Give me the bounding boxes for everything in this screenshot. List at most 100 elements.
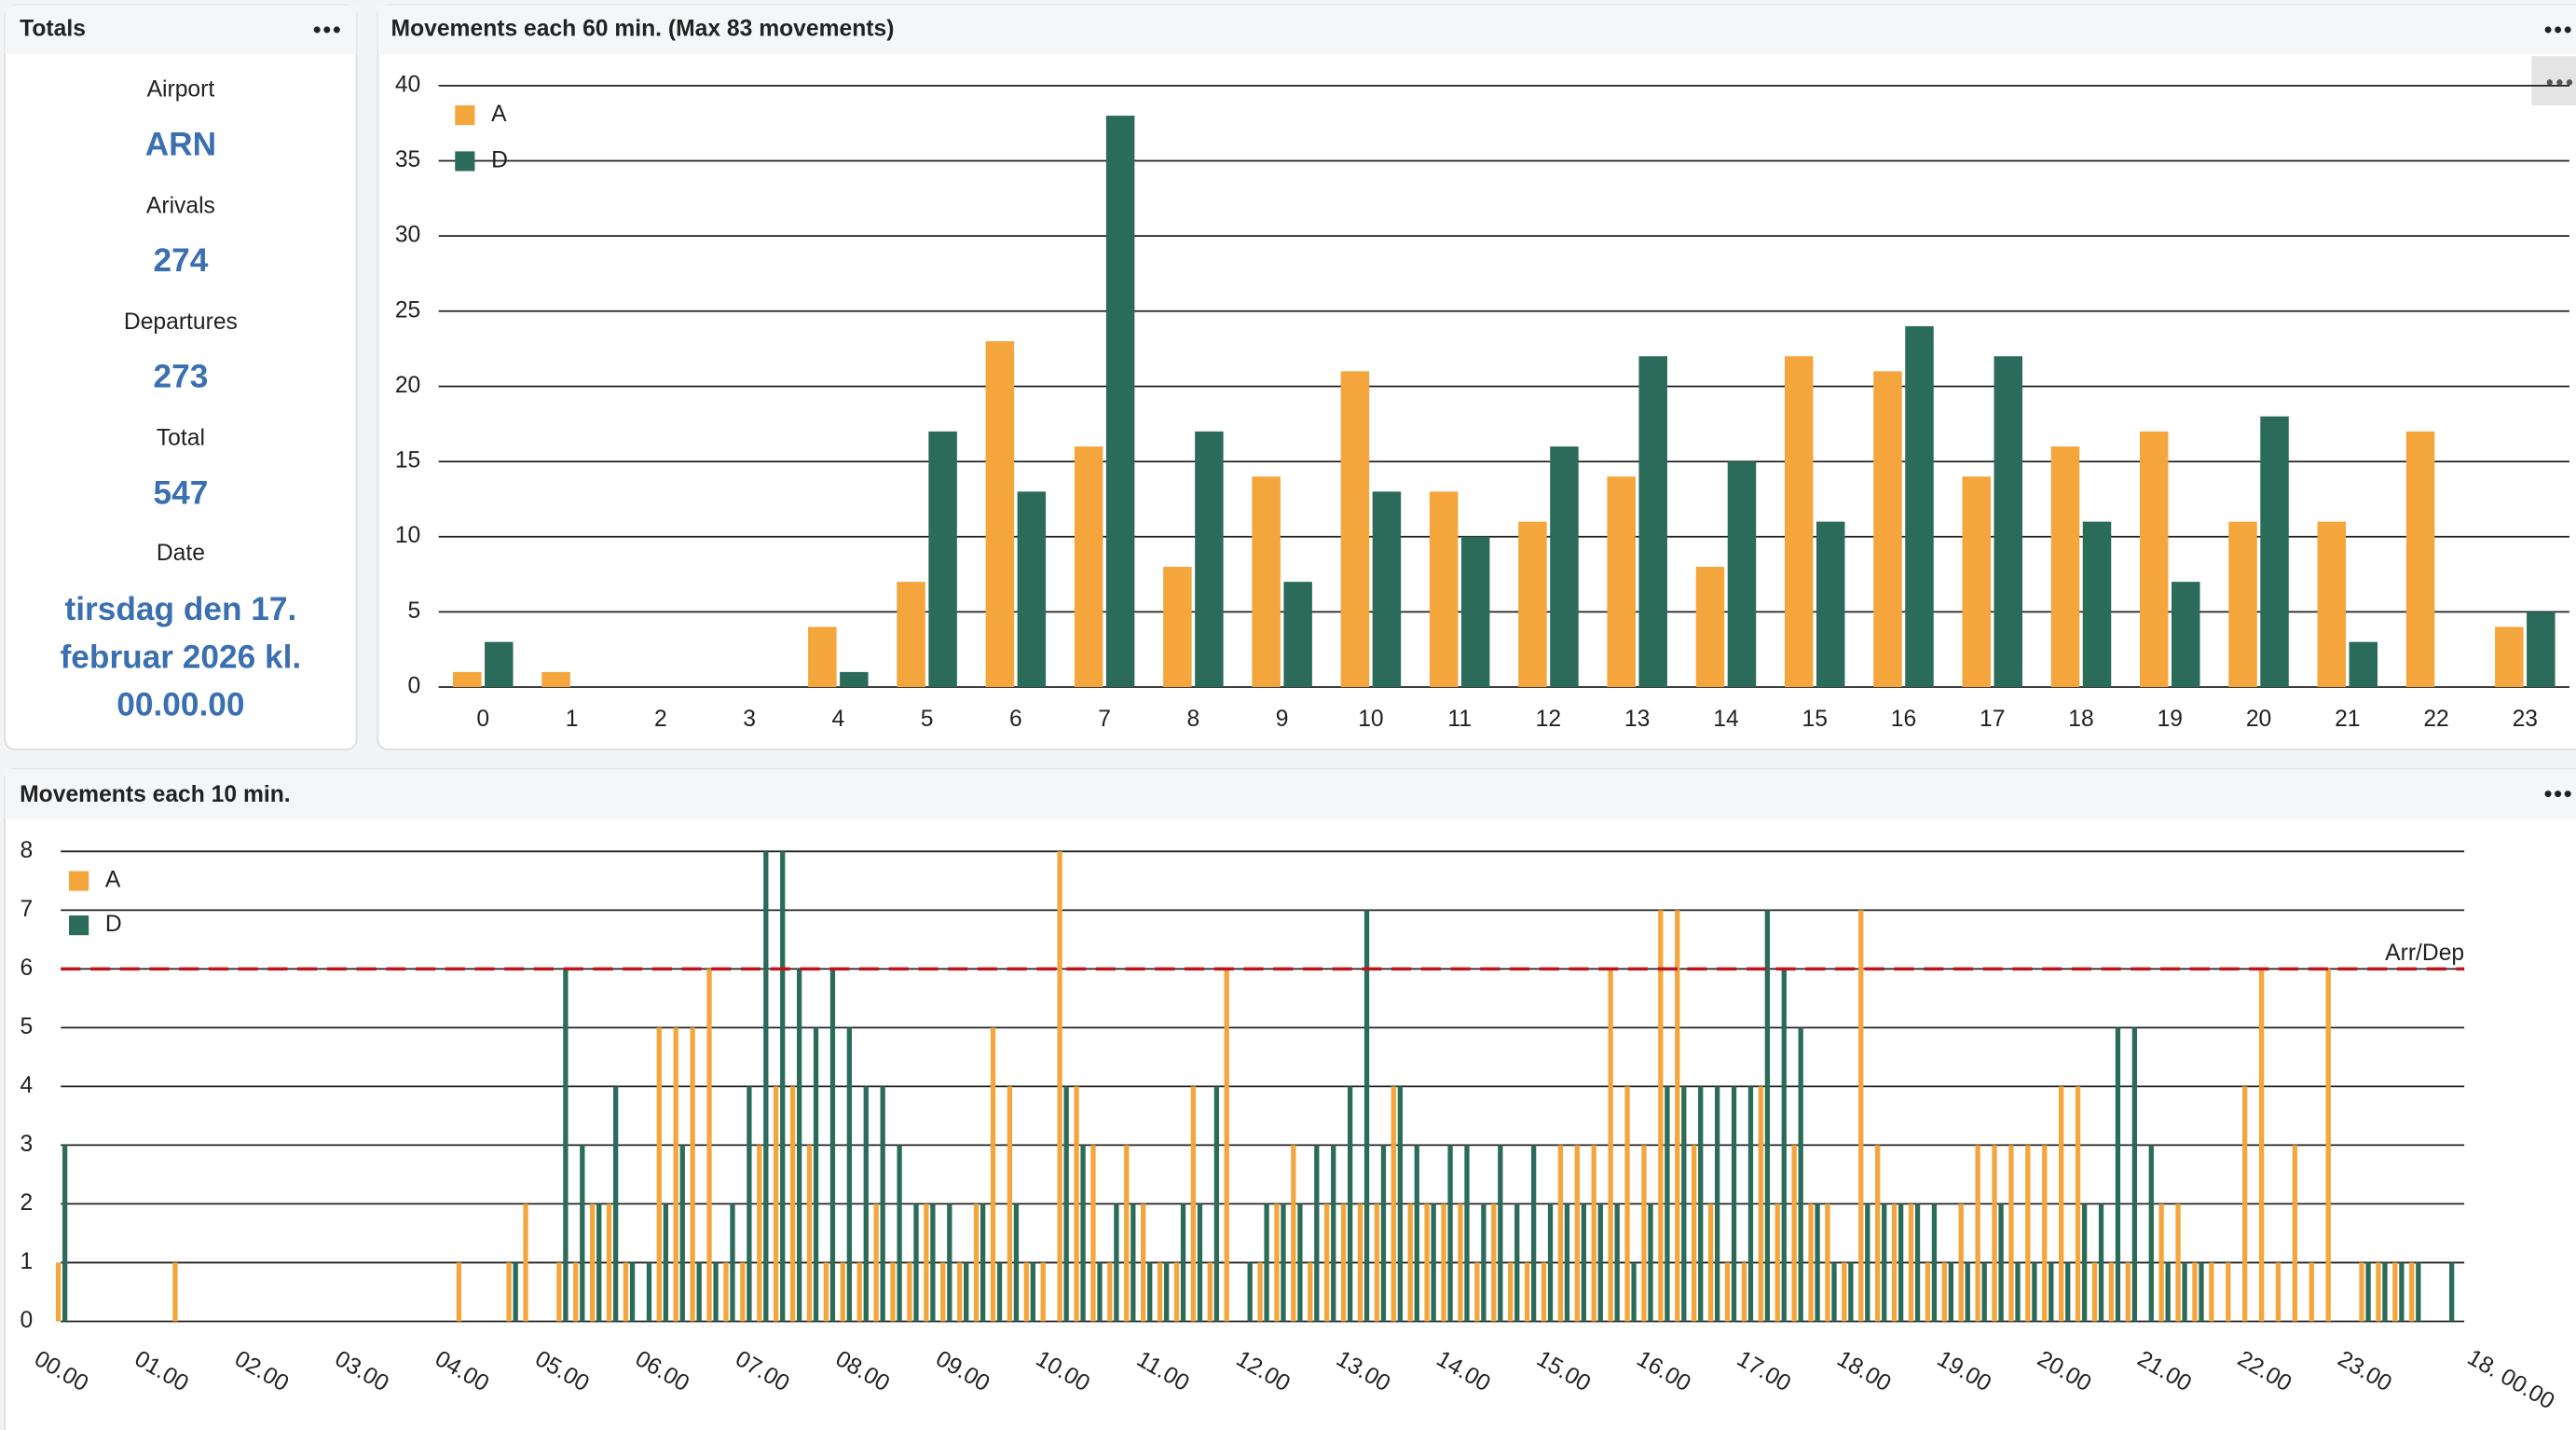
- bar: [913, 1203, 919, 1322]
- bar: [1097, 1262, 1103, 1322]
- bar: [2317, 521, 2347, 688]
- bar: [1441, 1203, 1446, 1322]
- bar: [1791, 1145, 1797, 1322]
- bar: [1357, 1203, 1363, 1322]
- x-tick-label: 10: [1358, 707, 1383, 732]
- bar: [2242, 1086, 2248, 1322]
- bar: [596, 1203, 602, 1322]
- bar: [690, 1027, 695, 1322]
- y-tick-label: 10: [395, 523, 420, 548]
- x-tick-label: 21: [2335, 707, 2360, 732]
- bar: [1607, 476, 1636, 688]
- y-tick-label: 15: [395, 448, 420, 474]
- bar: [55, 1262, 62, 1322]
- bar: [964, 1262, 969, 1322]
- bar: [856, 1262, 862, 1322]
- bar: [2059, 1086, 2064, 1322]
- bar: [1731, 1086, 1737, 1322]
- menu-icon[interactable]: [2544, 791, 2571, 798]
- legend-swatch: [69, 871, 89, 891]
- bar: [2182, 1262, 2187, 1322]
- bar: [1714, 1086, 1720, 1322]
- menu-icon[interactable]: [313, 26, 340, 34]
- bar: [1965, 1262, 1970, 1322]
- bar: [1727, 461, 1757, 688]
- bar: [1308, 1262, 1313, 1322]
- x-tick-label: 12: [1536, 707, 1561, 732]
- bar: [1281, 1203, 1286, 1322]
- bar: [2495, 626, 2524, 688]
- x-tick-label: 22: [2423, 707, 2448, 732]
- bar: [996, 1262, 1003, 1322]
- x-tick-label: 23: [2513, 707, 2538, 732]
- bar: [723, 1262, 729, 1322]
- bar: [2091, 1262, 2098, 1322]
- bar: [973, 1203, 980, 1322]
- total-label: Airport: [147, 77, 215, 103]
- y-tick-label: 25: [395, 297, 420, 323]
- bar: [1764, 910, 1771, 1322]
- bar: [897, 582, 925, 688]
- bar: [2258, 969, 2265, 1322]
- bar: [1498, 1145, 1503, 1322]
- bar: [1758, 1086, 1763, 1322]
- bar: [623, 1262, 629, 1322]
- bar: [789, 1086, 796, 1322]
- bar: [1340, 371, 1370, 688]
- bar: [2082, 521, 2112, 688]
- x-tick-label: 1: [566, 707, 579, 732]
- bar: [1297, 1203, 1303, 1322]
- bar: [2376, 1262, 2381, 1322]
- bar: [2140, 431, 2169, 688]
- y-tick-label: 4: [21, 1073, 34, 1098]
- bar: [1994, 356, 2022, 688]
- bar: [1614, 1203, 1620, 1322]
- bar: [890, 1262, 896, 1322]
- bar: [1013, 1203, 1020, 1322]
- legend-swatch: [455, 105, 475, 126]
- bar: [1514, 1203, 1520, 1322]
- bar: [2192, 1262, 2198, 1322]
- bar: [2527, 612, 2555, 688]
- bar: [930, 1203, 936, 1322]
- bar: [1213, 1086, 1220, 1322]
- bar: [1873, 371, 1902, 688]
- bar: [2032, 1262, 2037, 1322]
- y-tick-label: 35: [395, 147, 420, 172]
- bar: [1858, 910, 1864, 1322]
- x-tick-label: 7: [1098, 707, 1111, 732]
- bar: [580, 1145, 585, 1322]
- legend-label: D: [105, 912, 122, 937]
- x-tick-label: 3: [743, 707, 756, 732]
- y-tick-label: 6: [21, 956, 34, 981]
- bar: [2309, 1262, 2314, 1322]
- x-tick-label: 20: [2246, 707, 2271, 732]
- bar: [2125, 1262, 2131, 1322]
- export-icon: [2546, 79, 2573, 86]
- bar: [2226, 1262, 2231, 1322]
- bar: [2098, 1203, 2104, 1322]
- bar: [556, 1262, 562, 1322]
- bar: [2275, 1262, 2281, 1322]
- bar: [1925, 1262, 1931, 1322]
- bar: [774, 1086, 779, 1322]
- bar: [740, 1262, 746, 1322]
- menu-icon[interactable]: [2544, 26, 2571, 34]
- bar: [1391, 1086, 1396, 1322]
- bar: [1781, 969, 1787, 1322]
- x-tick-label: 16: [1891, 707, 1916, 732]
- total-value: 273: [153, 359, 208, 395]
- bar: [1197, 1203, 1203, 1322]
- bar: [1481, 1203, 1487, 1322]
- panel-header: [377, 5, 2576, 55]
- bar: [1407, 1203, 1413, 1322]
- bar: [1147, 1262, 1153, 1322]
- bar: [1274, 1203, 1280, 1322]
- bar: [1665, 1086, 1670, 1322]
- bar: [2081, 1203, 2088, 1322]
- bar: [1658, 910, 1664, 1322]
- bar: [1247, 1262, 1253, 1322]
- bar: [1597, 1203, 1603, 1322]
- legend-swatch: [455, 151, 475, 172]
- bar: [1130, 1203, 1136, 1322]
